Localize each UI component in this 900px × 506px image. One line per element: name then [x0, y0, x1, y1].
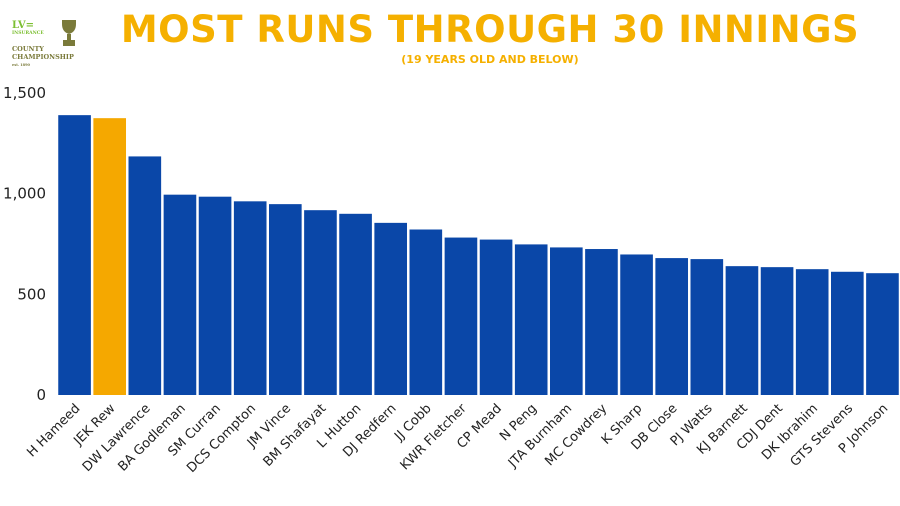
chart-title: MOST RUNS THROUGH 30 INNINGS	[120, 8, 860, 51]
y-tick-label: 500	[17, 285, 46, 303]
y-tick-label: 1,500	[3, 84, 46, 102]
y-tick-label: 1,000	[3, 185, 46, 203]
logo-brand-sub: INSURANCE	[12, 30, 44, 36]
bar	[831, 271, 864, 395]
bar	[866, 273, 899, 395]
bar	[339, 213, 372, 395]
bar	[233, 201, 267, 395]
y-tick-label: 0	[36, 386, 46, 404]
bar	[655, 258, 689, 395]
bar	[795, 269, 829, 395]
bar	[620, 254, 653, 395]
bar	[585, 249, 618, 395]
bar	[93, 118, 127, 396]
bar	[269, 204, 302, 395]
bar	[128, 156, 162, 395]
x-tick-label: H Hameed	[24, 401, 83, 460]
y-axis: 0 500 1,000 1,500	[3, 84, 46, 404]
bar	[374, 222, 408, 395]
bar	[58, 115, 91, 396]
bar	[690, 259, 724, 395]
logo-brand: LV=	[12, 20, 34, 31]
logo-est: est. 1890	[12, 63, 31, 67]
bar	[198, 196, 232, 395]
logo-line1: COUNTY	[12, 45, 44, 53]
bar	[409, 229, 443, 395]
bars	[58, 115, 899, 396]
bar	[163, 194, 197, 395]
bar	[514, 244, 548, 395]
logo-line2: CHAMPIONSHIP	[12, 53, 74, 61]
county-championship-logo: LV= INSURANCE COUNTY CHAMPIONSHIP est. 1…	[12, 20, 76, 67]
bar	[725, 266, 759, 395]
chart-subtitle: (19 YEARS OLD AND BELOW)	[401, 53, 579, 66]
bar	[550, 247, 583, 395]
bar	[444, 237, 478, 395]
bar	[760, 267, 794, 395]
bar	[479, 239, 513, 395]
trophy-icon	[62, 20, 76, 46]
bar	[304, 210, 337, 395]
